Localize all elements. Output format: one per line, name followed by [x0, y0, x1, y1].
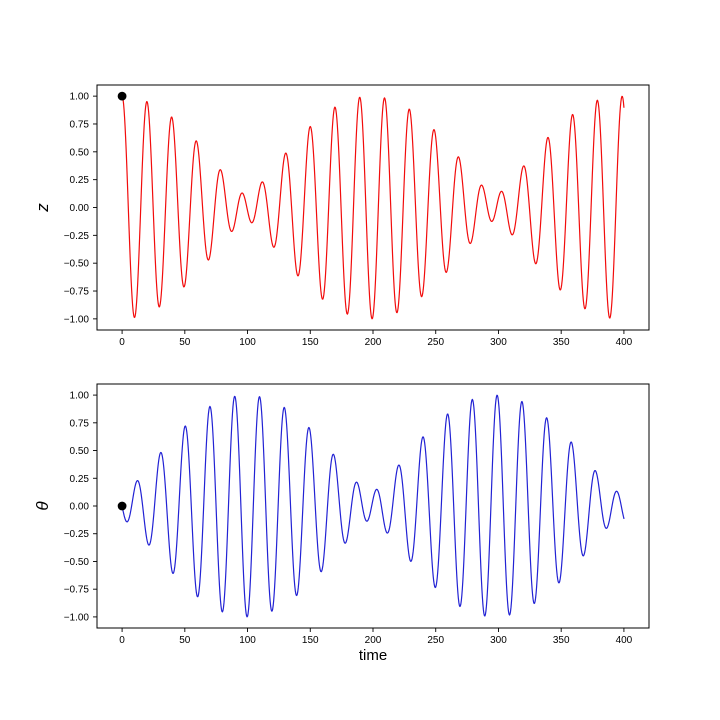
x-tick-label: 300	[490, 635, 507, 646]
z-plot-curve	[121, 95, 625, 320]
z-plot-initial-condition-marker	[117, 91, 127, 101]
y-tick-label: −0.25	[64, 529, 90, 540]
y-tick-label: −0.25	[64, 231, 90, 242]
y-tick-label: 0.75	[70, 119, 90, 130]
y-tick-label: 0.00	[70, 203, 90, 214]
y-tick-label: 0.50	[70, 147, 90, 158]
y-tick-label: 1.00	[70, 92, 90, 103]
y-tick-label: −0.75	[64, 287, 90, 298]
x-tick-label: 300	[490, 337, 507, 348]
x-tick-label: 350	[553, 337, 570, 348]
theta-plot: 0 50 100 150 200 250 300 350 400 1.00 0.75 0.50 0.25…	[64, 383, 650, 646]
theta-plot-frame	[96, 383, 650, 629]
theta-axis-label: θ	[33, 501, 52, 511]
y-tick-label: 0.25	[70, 175, 90, 186]
x-tick-label: 0	[119, 635, 125, 646]
x-tick-label: 0	[119, 337, 125, 348]
x-tick-label: 100	[239, 635, 256, 646]
x-tick-label: 50	[179, 337, 191, 348]
y-tick-label: 1.00	[70, 391, 90, 402]
z-plot: 0 50 100 150 200 250 300 350 400 1.00 0.75 0.50 0.25…	[64, 84, 650, 348]
theta-plot-initial-condition-marker	[117, 501, 127, 511]
y-tick-label: −0.75	[64, 585, 90, 596]
x-tick-label: 250	[427, 337, 444, 348]
x-tick-label: 350	[553, 635, 570, 646]
time-axis-label: time	[359, 647, 387, 664]
x-tick-label: 200	[365, 337, 382, 348]
y-tick-label: −0.50	[64, 557, 90, 568]
y-tick-label: 0.50	[70, 446, 90, 457]
x-tick-label: 400	[616, 337, 633, 348]
x-tick-label: 250	[427, 635, 444, 646]
y-tick-label: 0.75	[70, 418, 90, 429]
y-tick-label: 0.00	[70, 502, 90, 513]
x-tick-label: 150	[302, 635, 319, 646]
x-tick-label: 200	[365, 635, 382, 646]
y-tick-label: −1.00	[64, 314, 90, 325]
x-tick-label: 400	[616, 635, 633, 646]
x-tick-label: 50	[179, 635, 191, 646]
y-tick-label: 0.25	[70, 474, 90, 485]
y-tick-label: −1.00	[64, 612, 90, 623]
z-axis-label: z	[33, 203, 52, 213]
x-tick-label: 100	[239, 337, 256, 348]
theta-plot-curve	[121, 394, 625, 618]
y-tick-label: −0.50	[64, 259, 90, 270]
x-tick-label: 150	[302, 337, 319, 348]
